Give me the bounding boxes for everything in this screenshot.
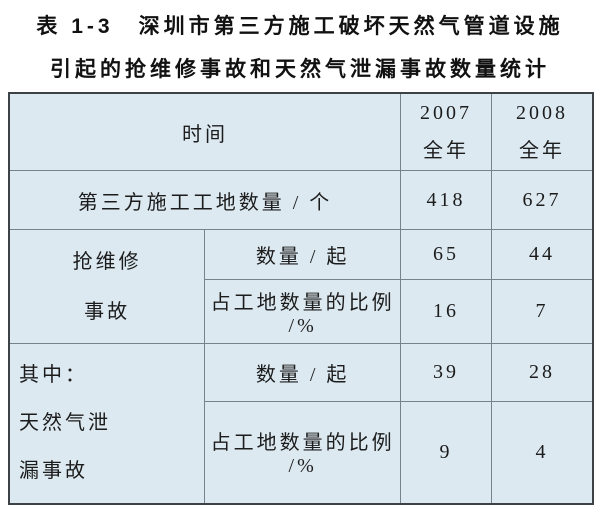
- leak-count-2008: 28: [491, 343, 594, 402]
- header-2007-year: 2007: [420, 102, 472, 124]
- repair-group-label-line2: 事故: [84, 300, 131, 323]
- header-cell-time: 时间: [8, 92, 401, 171]
- header-2008-year: 2008: [516, 102, 568, 124]
- sites-value-2007: 418: [400, 170, 492, 230]
- statistics-table: 时间 2007 全年 2008 全年 第三方施工工地数量 / 个 418 627…: [8, 92, 594, 505]
- header-2008-period: 全年: [519, 140, 565, 162]
- repair-ratio-label: 占工地数量的比例 /%: [204, 279, 401, 344]
- leak-ratio-label: 占工地数量的比例 /%: [204, 401, 401, 504]
- leak-group-label-line2: 天然气泄: [19, 412, 111, 435]
- table-row-leak-ratio: 占工地数量的比例 /% 9 4: [9, 401, 594, 504]
- repair-ratio-2007: 16: [400, 279, 492, 344]
- repair-count-label: 数量 / 起: [204, 229, 401, 280]
- table-row-repair-ratio: 占工地数量的比例 /% 16 7: [9, 279, 594, 344]
- leak-ratio-2007: 9: [400, 401, 492, 504]
- sites-label-cell: 第三方施工工地数量 / 个: [8, 170, 401, 230]
- document-title-line2: 引起的抢维修事故和天然气泄漏事故数量统计: [50, 58, 550, 81]
- table-header-row: 时间 2007 全年 2008 全年: [8, 92, 594, 171]
- table-row-sites: 第三方施工工地数量 / 个 418 627: [8, 170, 594, 230]
- repair-group-label-cell: 抢维修 事故: [8, 229, 206, 344]
- leak-group-label-cell: 其中： 天然气泄 漏事故: [8, 343, 206, 504]
- header-2007-period: 全年: [423, 140, 469, 162]
- sites-value-2008: 627: [491, 170, 594, 230]
- leak-group-label-line1: 其中：: [19, 364, 88, 387]
- repair-count-2007: 65: [400, 229, 492, 280]
- header-cell-2008: 2008 全年: [491, 92, 594, 171]
- leak-ratio-2008: 4: [491, 401, 594, 504]
- repair-group-label-line1: 抢维修: [72, 250, 142, 273]
- table-row-leak-count: 其中： 天然气泄 漏事故 数量 / 起 39 28: [8, 343, 594, 504]
- leak-count-label: 数量 / 起: [204, 343, 401, 402]
- table-row-repair-count: 抢维修 事故 数量 / 起 65 44: [8, 229, 594, 344]
- leak-count-2007: 39: [400, 343, 492, 402]
- repair-ratio-2008: 7: [491, 279, 594, 344]
- document-title-line1: 表 1-3 深圳市第三方施工破坏天然气管道设施: [36, 15, 564, 38]
- repair-count-2008: 44: [491, 229, 594, 280]
- leak-group-label-line3: 漏事故: [19, 460, 88, 483]
- header-cell-2007: 2007 全年: [400, 92, 492, 171]
